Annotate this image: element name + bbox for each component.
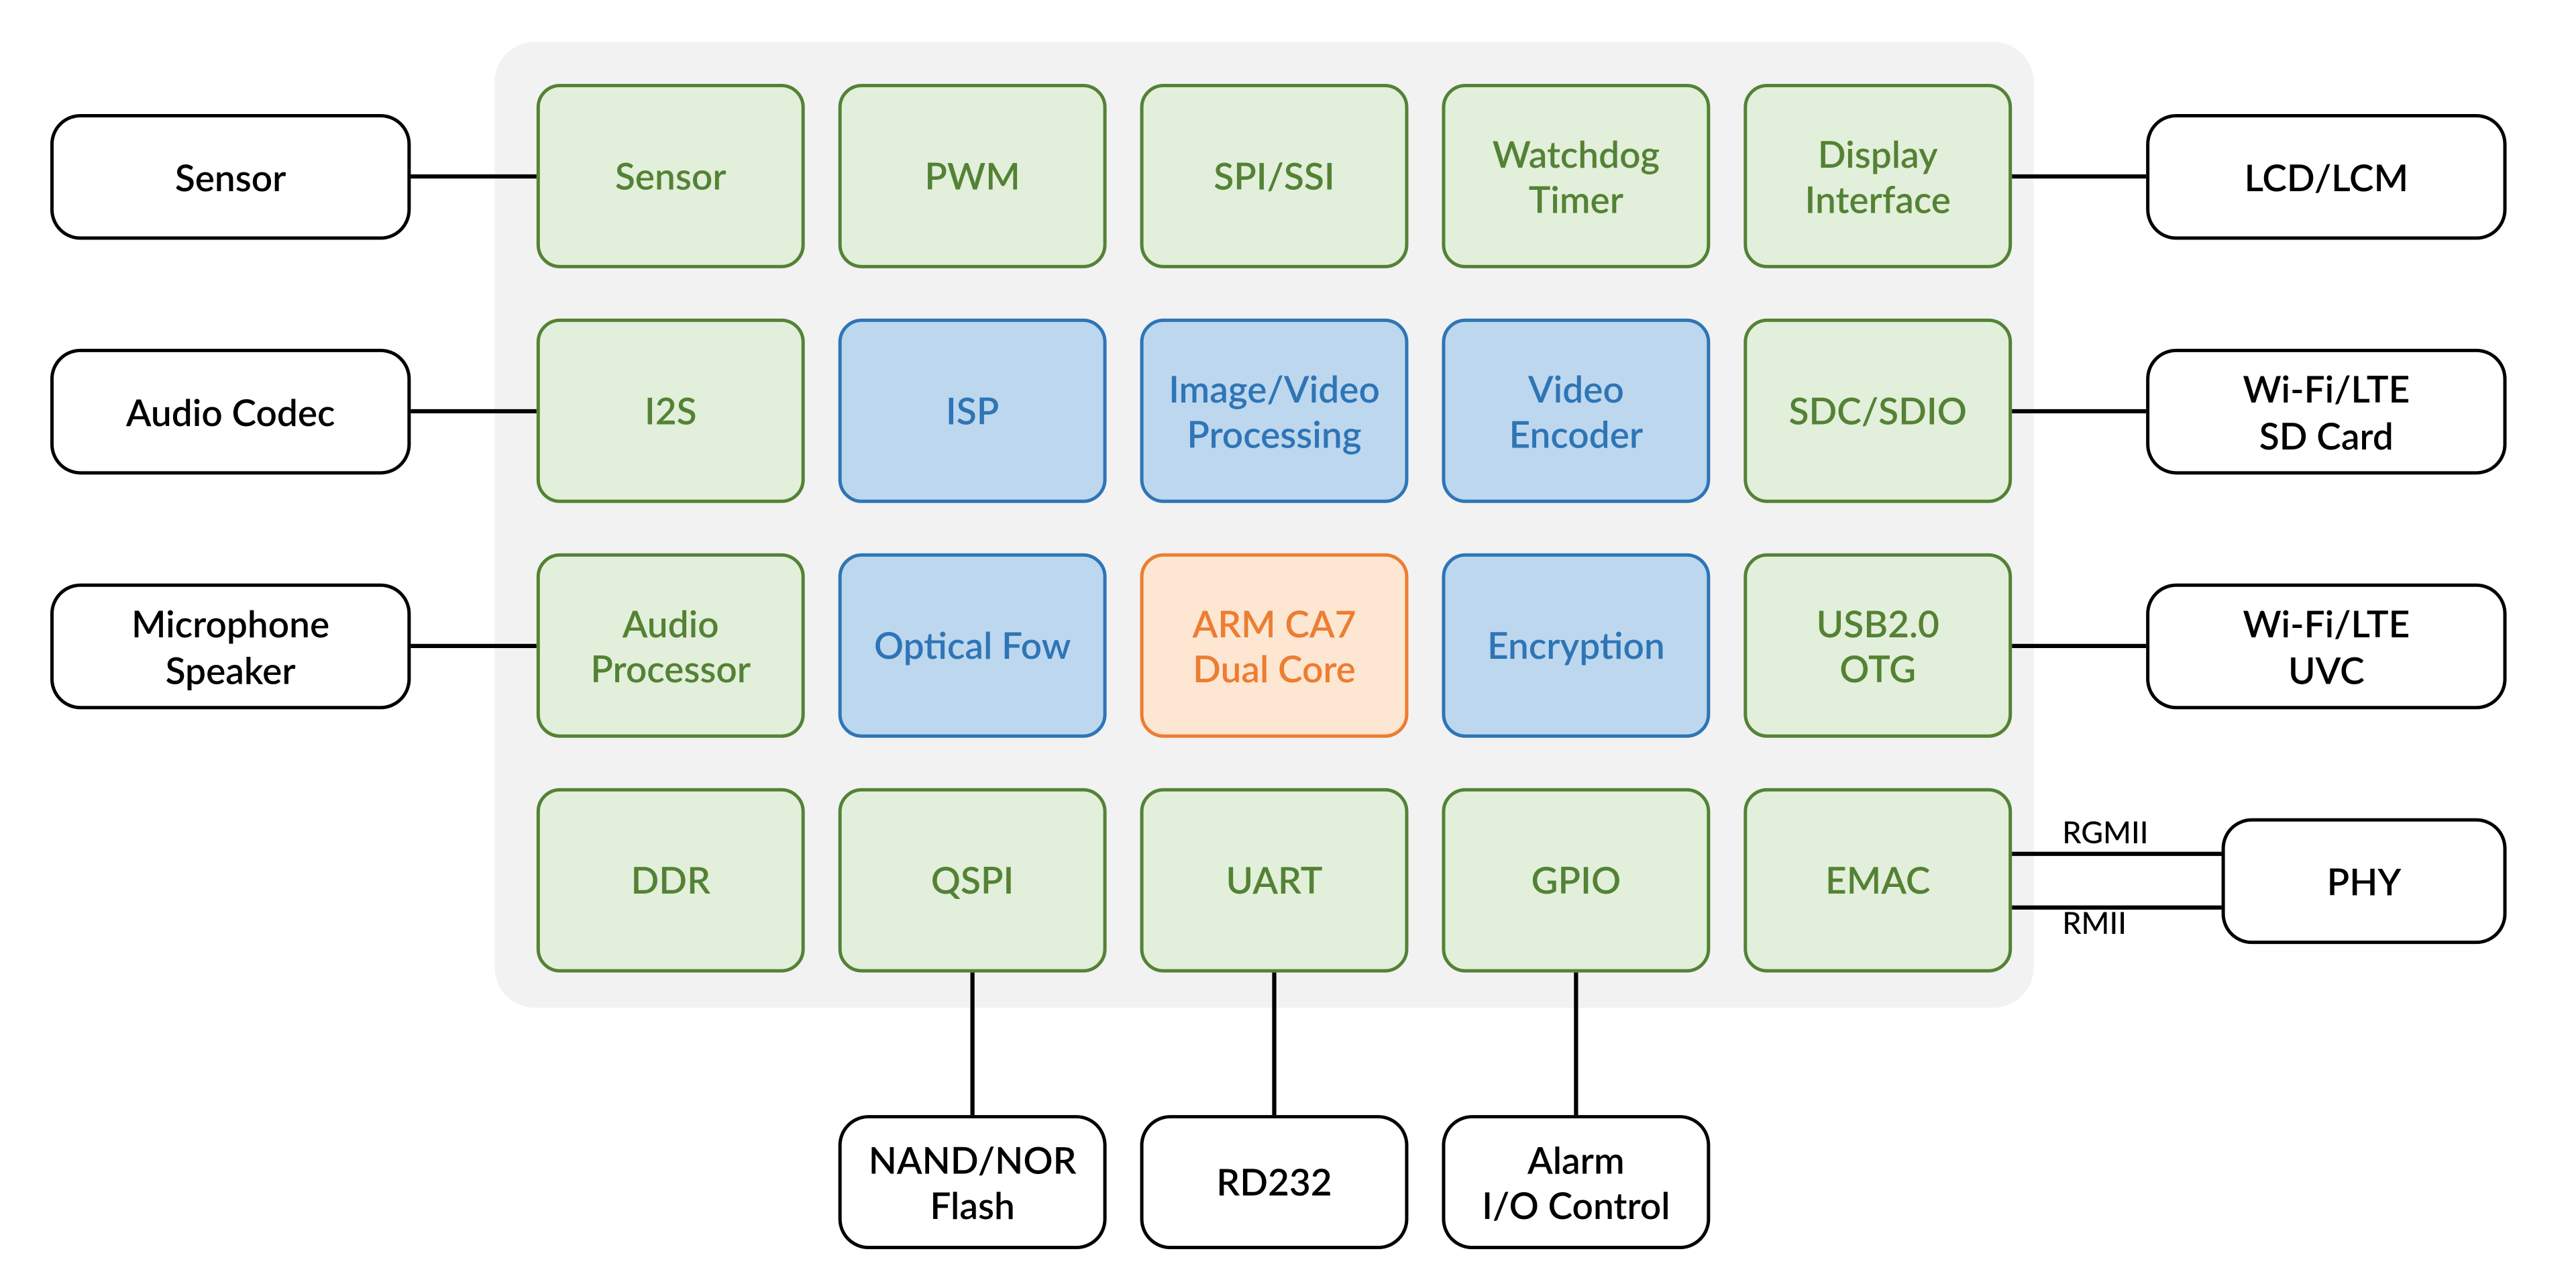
wdt: Watchdog Timer bbox=[1442, 84, 1710, 268]
ext-sensor: Sensor bbox=[50, 114, 411, 240]
ext-alarm: Alarm I/O Control bbox=[1442, 1115, 1710, 1249]
ext-phy: PHY bbox=[2222, 818, 2507, 944]
edge-label-rgmii: RGMII bbox=[2062, 814, 2148, 851]
edge-label-rmii: RMII bbox=[2062, 904, 2127, 941]
ca7: ARM CA7 Dual Core bbox=[1140, 553, 1409, 738]
audio-proc: Audio Processor bbox=[537, 553, 805, 738]
venc: Video Encoder bbox=[1442, 319, 1710, 503]
ivp: Image/Video Processing bbox=[1140, 319, 1409, 503]
ext-wifi-sd: Wi-Fi/LTE SD Card bbox=[2146, 349, 2506, 474]
sensor-int: Sensor bbox=[537, 84, 805, 268]
isp: ISP bbox=[839, 319, 1107, 503]
ext-rd232: RD232 bbox=[1140, 1115, 1409, 1249]
pwm: PWM bbox=[839, 84, 1107, 268]
gpio: GPIO bbox=[1442, 788, 1710, 973]
usb-otg: USB2.0 OTG bbox=[1743, 553, 2012, 738]
ext-wifi-uvc: Wi-Fi/LTE UVC bbox=[2146, 584, 2506, 709]
spi-ssi: SPI/SSI bbox=[1140, 84, 1409, 268]
optflow: Optical Fow bbox=[839, 553, 1107, 738]
emac: EMAC bbox=[1743, 788, 2012, 973]
disp-if: Display Interface bbox=[1743, 84, 2012, 268]
ddr: DDR bbox=[537, 788, 805, 973]
ext-mic: Microphone Speaker bbox=[50, 584, 411, 709]
i2s: I2S bbox=[537, 319, 805, 503]
qspi: QSPI bbox=[839, 788, 1107, 973]
ext-flash: NAND/NOR Flash bbox=[839, 1115, 1107, 1249]
enc: Encryption bbox=[1442, 553, 1710, 738]
ext-lcd: LCD/LCM bbox=[2146, 114, 2506, 240]
uart: UART bbox=[1140, 788, 1409, 973]
sdc-sdio: SDC/SDIO bbox=[1743, 319, 2012, 503]
ext-audio: Audio Codec bbox=[50, 349, 411, 474]
